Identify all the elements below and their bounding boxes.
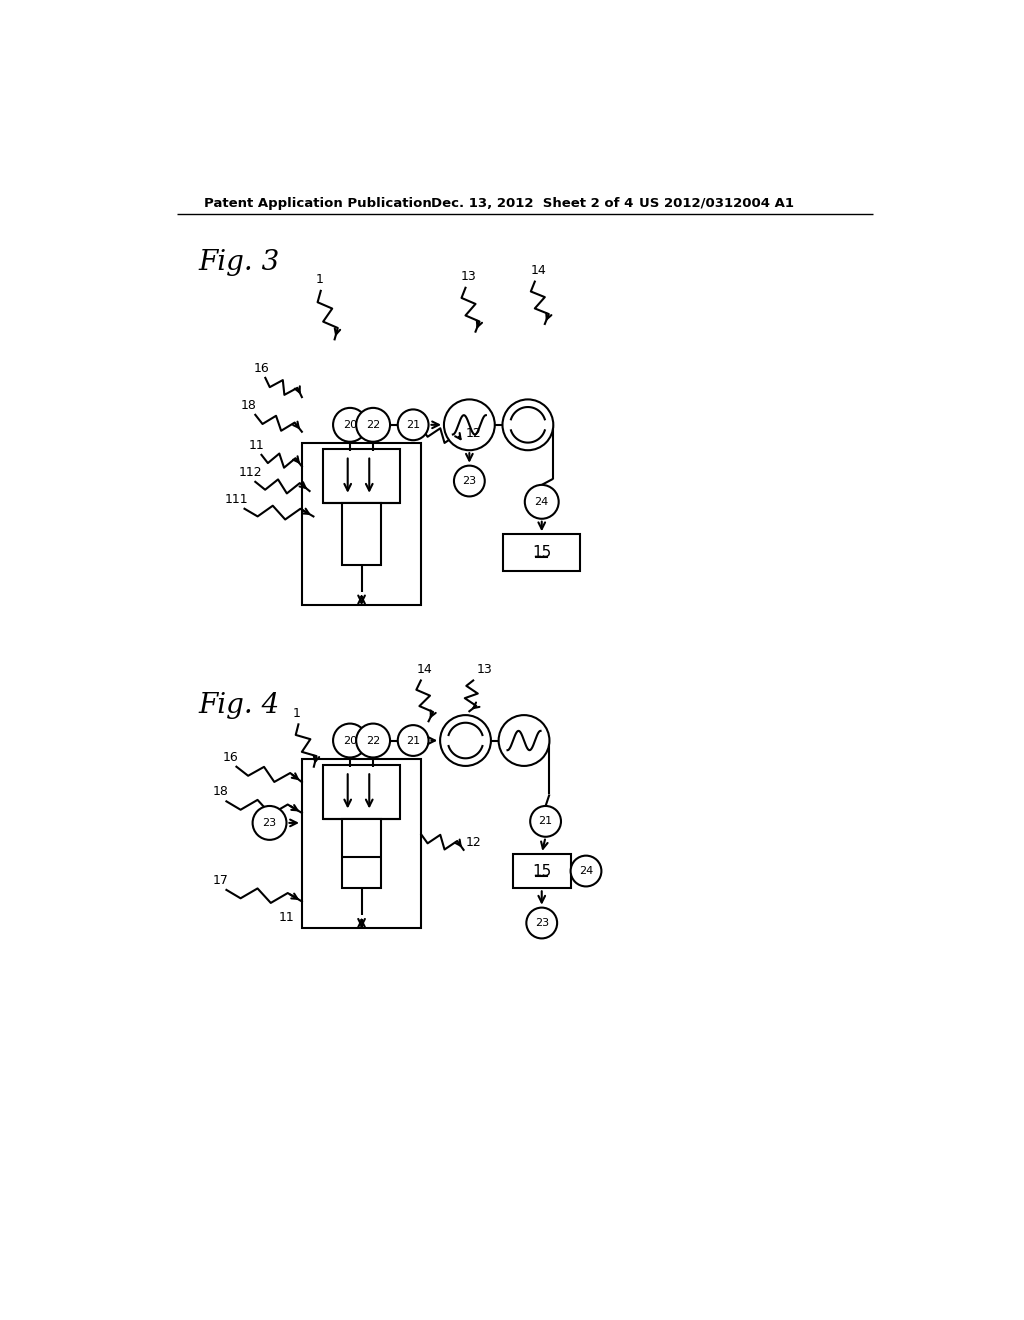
Text: 18: 18 [241, 399, 257, 412]
Text: 1: 1 [292, 706, 300, 719]
Text: 24: 24 [579, 866, 593, 876]
Circle shape [444, 400, 495, 450]
Text: 14: 14 [417, 663, 433, 676]
Circle shape [524, 484, 559, 519]
Text: 22: 22 [366, 420, 380, 430]
Circle shape [333, 408, 367, 442]
Text: 14: 14 [531, 264, 547, 277]
Bar [342, 503, 381, 565]
Circle shape [570, 855, 601, 887]
Text: 11: 11 [249, 438, 264, 451]
Text: 12: 12 [466, 836, 481, 849]
Text: 11: 11 [279, 911, 295, 924]
FancyBboxPatch shape [503, 535, 581, 572]
Circle shape [526, 908, 557, 939]
Text: Patent Application Publication: Patent Application Publication [204, 197, 431, 210]
Text: 16: 16 [222, 751, 239, 763]
Circle shape [440, 715, 490, 766]
Text: Dec. 13, 2012  Sheet 2 of 4: Dec. 13, 2012 Sheet 2 of 4 [431, 197, 633, 210]
Text: US 2012/0312004 A1: US 2012/0312004 A1 [639, 197, 794, 210]
Text: 13: 13 [461, 271, 476, 282]
Bar [323, 449, 400, 503]
Text: 21: 21 [407, 420, 420, 430]
Text: 23: 23 [262, 818, 276, 828]
Text: 15: 15 [532, 545, 551, 560]
Text: 21: 21 [539, 816, 553, 826]
Text: 112: 112 [239, 466, 262, 479]
Text: Fig. 3: Fig. 3 [199, 249, 280, 276]
Circle shape [503, 400, 553, 450]
Bar [302, 444, 421, 605]
Text: 15: 15 [532, 863, 551, 879]
Circle shape [253, 807, 287, 840]
Circle shape [397, 725, 429, 756]
Bar [302, 759, 421, 928]
Bar [342, 818, 381, 888]
Text: 24: 24 [535, 496, 549, 507]
Text: 20: 20 [343, 420, 357, 430]
Circle shape [356, 723, 390, 758]
Text: 12: 12 [466, 428, 481, 440]
Text: 21: 21 [407, 735, 420, 746]
Text: 16: 16 [254, 362, 269, 375]
Text: Fig. 4: Fig. 4 [199, 692, 280, 718]
Circle shape [397, 409, 429, 441]
Bar [323, 766, 400, 818]
Circle shape [454, 466, 484, 496]
Text: 13: 13 [477, 663, 493, 676]
Text: 1: 1 [315, 273, 324, 286]
Text: 22: 22 [366, 735, 380, 746]
FancyBboxPatch shape [513, 854, 570, 888]
Text: 20: 20 [343, 735, 357, 746]
Circle shape [333, 723, 367, 758]
Text: 23: 23 [462, 477, 476, 486]
Text: 23: 23 [535, 917, 549, 928]
Text: 17: 17 [213, 874, 228, 887]
Text: 18: 18 [213, 785, 228, 799]
Circle shape [356, 408, 390, 442]
Circle shape [530, 807, 561, 837]
Text: 111: 111 [224, 492, 248, 506]
Circle shape [499, 715, 550, 766]
